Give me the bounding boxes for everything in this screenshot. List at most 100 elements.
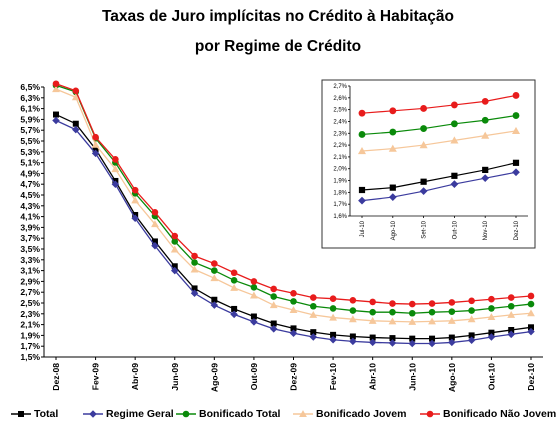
main-y-tick-label: 1,7% <box>20 341 40 351</box>
main-data-point <box>91 149 100 158</box>
main-data-point <box>467 336 476 345</box>
main-data-point <box>310 329 317 336</box>
legend-swatch <box>293 410 313 418</box>
main-data-point <box>72 87 80 95</box>
inset-data-point <box>451 172 458 179</box>
inset-x-tick-label: Dez-10 <box>514 220 520 240</box>
main-data-point <box>468 297 475 305</box>
main-x-tick-label: Dez-09 <box>289 363 299 391</box>
main-y-tick-label: 6,5% <box>20 82 40 92</box>
legend-swatch-marker <box>426 410 434 418</box>
main-data-point <box>230 277 238 284</box>
main-data-point <box>210 274 219 282</box>
main-data-point <box>92 133 99 141</box>
main-data-point <box>250 284 258 291</box>
main-data-point <box>250 291 258 299</box>
main-data-point <box>507 302 515 310</box>
main-data-point <box>428 339 436 348</box>
main-x-tick-label: Abr-10 <box>368 363 378 390</box>
main-data-point <box>388 317 397 325</box>
inset-data-point <box>512 168 520 177</box>
main-data-point <box>309 333 318 341</box>
inset-series-line <box>361 162 517 191</box>
main-data-point <box>290 325 297 332</box>
main-series-4 <box>52 80 535 308</box>
inset-x-tick-label: Out-10 <box>452 220 458 239</box>
main-data-point <box>389 300 396 307</box>
main-y-tick-label: 3,3% <box>20 255 40 265</box>
main-data-point <box>211 296 218 303</box>
inset-data-point <box>420 125 428 132</box>
main-data-point <box>250 318 258 326</box>
inset-data-point <box>481 174 490 183</box>
main-data-point <box>71 93 80 101</box>
main-y-tick-label: 5,3% <box>20 147 40 157</box>
main-y-tick-label: 3,5% <box>20 244 40 254</box>
inset-series-1 <box>358 168 520 205</box>
main-data-point <box>191 285 198 292</box>
legend-label: Regime Geral <box>106 408 174 421</box>
main-y-tick-label: 4,3% <box>20 201 40 211</box>
inset-data-point <box>512 112 520 119</box>
inset-data-point <box>388 144 397 152</box>
main-data-point <box>171 238 179 245</box>
main-data-point <box>151 238 158 245</box>
main-data-point <box>349 297 357 304</box>
main-data-point <box>190 265 199 273</box>
inset-data-point <box>358 186 366 194</box>
main-data-point <box>112 156 119 163</box>
legend-swatch <box>420 410 440 418</box>
inset-data-point <box>481 97 489 105</box>
inset-data-point <box>450 180 459 188</box>
inset-data-point <box>481 116 489 124</box>
inset-data-point <box>419 141 428 149</box>
main-x-tick-label: Ago-10 <box>447 363 457 392</box>
chart-title-line2: por Regime de Crédito <box>194 38 362 55</box>
main-x-tick-label: Fev-09 <box>91 363 101 390</box>
main-data-point <box>250 278 258 285</box>
main-data-point <box>231 305 238 312</box>
main-x-tick-label: Abr-09 <box>130 363 140 390</box>
legend-item: Bonificado Total <box>175 408 280 420</box>
inset-y-tick-label: 1,7% <box>333 202 347 208</box>
main-data-point <box>527 327 535 336</box>
main-data-point <box>131 196 140 204</box>
legend-label: Total <box>34 408 59 421</box>
main-data-point <box>329 295 337 302</box>
main-data-point <box>389 335 396 342</box>
main-data-point <box>171 263 178 270</box>
main-data-point <box>488 329 495 336</box>
main-data-point <box>131 186 139 194</box>
main-y-tick-label: 4,9% <box>20 168 40 178</box>
main-y-tick-label: 1,5% <box>20 352 40 362</box>
inset-y-tick-label: 2,1% <box>333 155 347 161</box>
legend-swatch <box>176 410 196 418</box>
inset-series-3 <box>357 126 521 155</box>
main-data-point <box>488 295 495 303</box>
chart-legend: Total Regime Geral Bonificado Total Bonific… <box>10 404 556 426</box>
main-x-tick-label: Fev-10 <box>328 363 338 390</box>
main-y-tick-label: 5,5% <box>20 136 40 146</box>
main-y-tick-label: 6,1% <box>20 104 40 114</box>
main-data-point <box>72 125 80 134</box>
main-data-point <box>210 301 219 309</box>
legend-item: Regime Geral <box>82 408 174 420</box>
main-y-tick-label: 6,3% <box>20 93 40 103</box>
inset-y-tick-label: 1,6% <box>333 214 347 220</box>
main-data-point <box>349 337 357 346</box>
main-data-point <box>289 329 298 337</box>
main-data-point <box>349 307 357 314</box>
main-data-point <box>290 289 297 297</box>
main-y-tick-label: 2,7% <box>20 287 40 297</box>
inset-data-point <box>389 128 397 136</box>
inset-series-0 <box>358 159 520 194</box>
main-data-point <box>53 111 59 118</box>
legend-label: Bonificado Jovem <box>316 408 407 421</box>
main-data-point <box>507 294 515 301</box>
main-y-tick-label: 3,1% <box>20 266 40 276</box>
main-data-point <box>309 294 317 301</box>
main-data-point <box>448 299 456 306</box>
main-series-1 <box>52 116 535 348</box>
main-data-point <box>369 298 376 306</box>
main-data-point <box>488 305 495 312</box>
